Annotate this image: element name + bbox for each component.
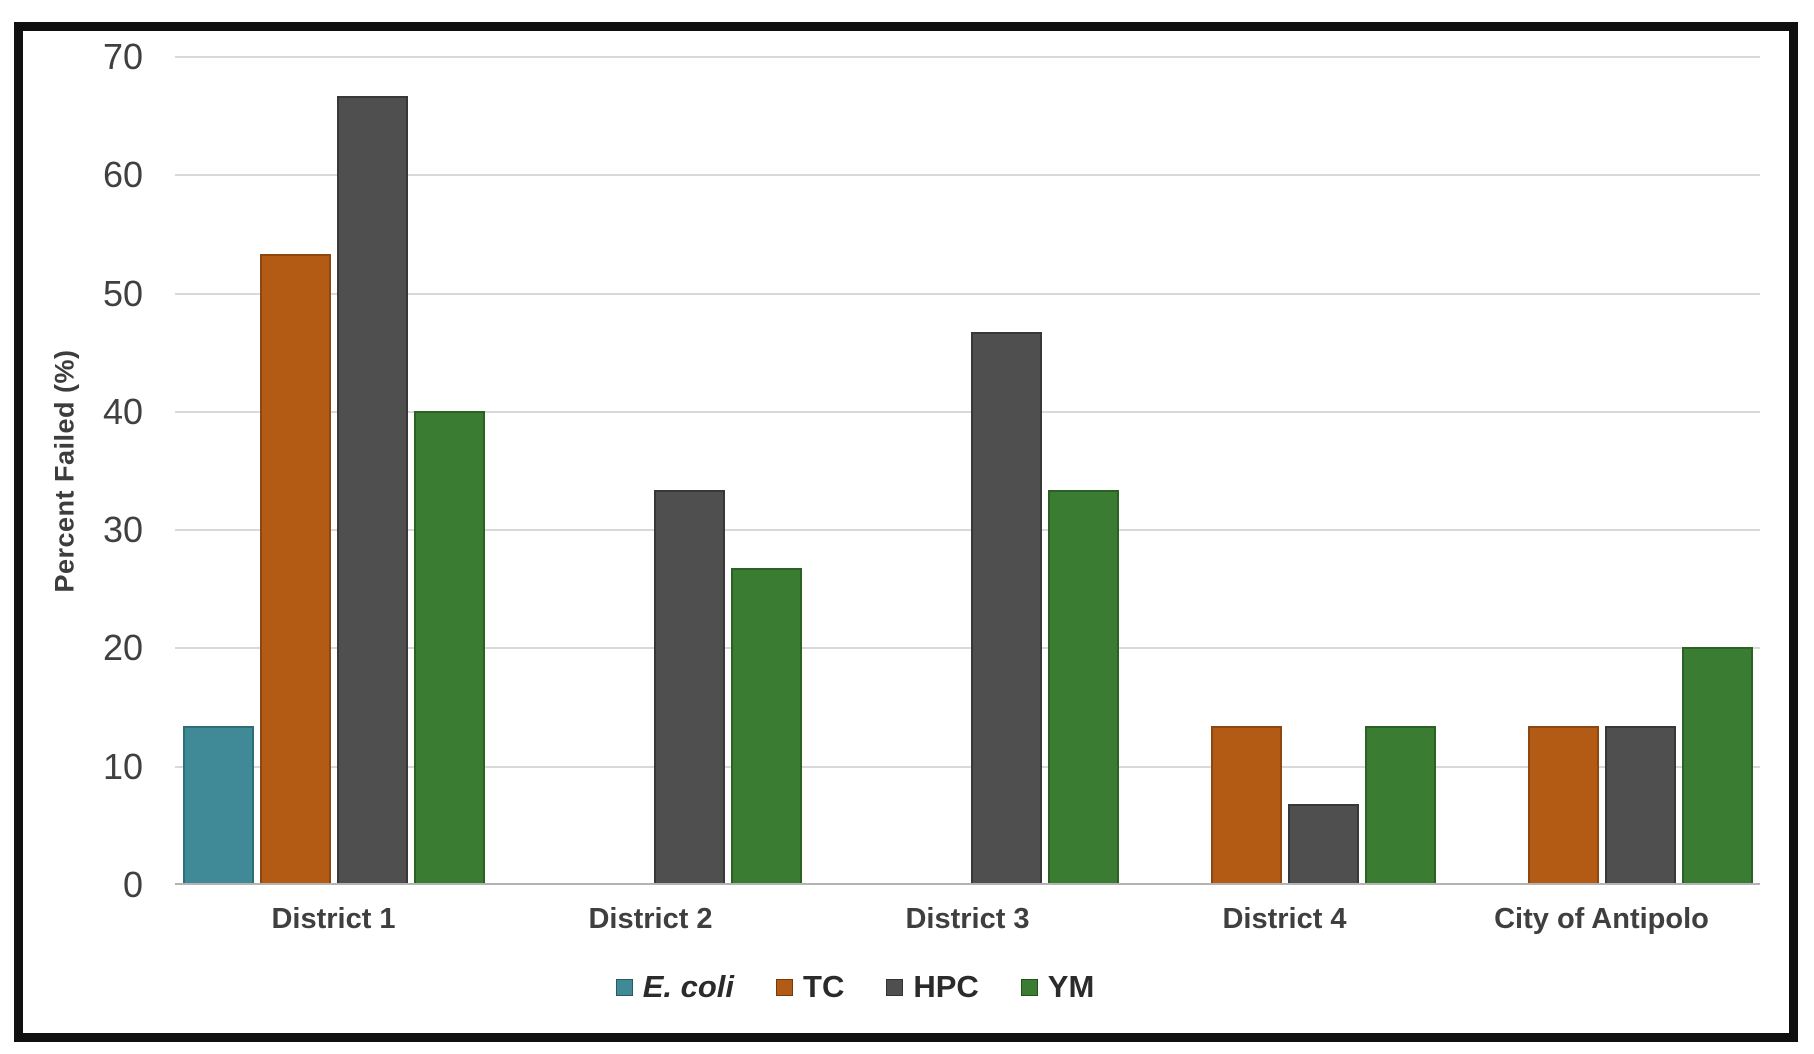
bar-hpc-district-4: [1287, 803, 1359, 883]
y-axis-ticks: 0 10 20 30 40 50 60 70: [23, 31, 143, 1033]
bar-hpc-district-1: [336, 95, 408, 883]
bar-ym-district-2: [730, 567, 802, 883]
bar-group-district-1: [175, 57, 492, 883]
x-label-district-1: District 1: [271, 903, 396, 935]
y-tick-label-0: 0: [122, 864, 143, 905]
gridline-50: [175, 292, 1760, 295]
y-tick-label-20: 20: [102, 627, 143, 669]
y-tick-label-60: 60: [102, 154, 143, 196]
gridline-40: [175, 410, 1760, 413]
legend-item-e-coli: E. coli: [615, 969, 735, 1005]
legend-item-tc: TC: [776, 969, 844, 1005]
y-tick-label-30: 30: [102, 509, 143, 551]
gridline-30: [175, 529, 1760, 532]
legend-label: YM: [1047, 969, 1095, 1004]
bar-ym-city-of-antipolo: [1681, 647, 1753, 883]
y-tick-label-70: 70: [102, 36, 143, 77]
bar-hpc-district-2: [653, 490, 725, 883]
legend-swatch-icon: [776, 978, 794, 996]
x-label-district-2: District 2: [588, 903, 713, 935]
bar-chart: Percent Failed (%) 0 10 20 30 40 50 60 70 Distr…: [23, 31, 1789, 1033]
legend-item-hpc: HPC: [886, 969, 979, 1005]
legend-swatch-icon: [886, 978, 904, 996]
y-tick-label-40: 40: [102, 390, 143, 432]
legend-label: HPC: [913, 969, 979, 1004]
gridline-60: [175, 174, 1760, 177]
bar-tc-district-4: [1210, 726, 1282, 883]
legend-item-ym: YM: [1020, 969, 1095, 1005]
bar-tc-district-1: [259, 254, 331, 883]
bar-group-district-4: [1126, 57, 1443, 883]
bar-hpc-city-of-antipolo: [1604, 726, 1676, 883]
legend: E. coli TC HPC YM: [23, 969, 1687, 1005]
legend-swatch-icon: [615, 978, 633, 996]
bar-ym-district-4: [1364, 726, 1436, 883]
bar-group-district-3: [809, 57, 1126, 883]
plot-area: [175, 56, 1760, 885]
gridline-70: [175, 56, 1760, 58]
chart-frame: Percent Failed (%) 0 10 20 30 40 50 60 70 Distr…: [14, 22, 1798, 1042]
x-axis-labels: District 1 District 2 District 3 District 4…: [175, 903, 1760, 936]
bar-group-city-of-antipolo: [1443, 57, 1760, 883]
legend-label: E. coli: [642, 969, 735, 1004]
legend-swatch-icon: [1020, 978, 1038, 996]
bar-e-coli-district-1: [182, 726, 254, 883]
gridline-20: [175, 647, 1760, 650]
x-label-district-3: District 3: [905, 903, 1030, 935]
bar-ym-district-1: [413, 411, 485, 883]
bar-hpc-district-3: [970, 331, 1042, 883]
legend-label: TC: [803, 969, 845, 1004]
bar-group-district-2: [492, 57, 809, 883]
bar-groups: [175, 57, 1760, 883]
y-tick-label-50: 50: [102, 272, 143, 314]
x-label-district-4: District 4: [1222, 903, 1347, 935]
gridline-10: [175, 765, 1760, 768]
bar-tc-city-of-antipolo: [1527, 726, 1599, 883]
x-label-city-of-antipolo: City of Antipolo: [1494, 903, 1709, 935]
y-tick-label-10: 10: [102, 745, 143, 787]
bar-ym-district-3: [1047, 490, 1119, 883]
